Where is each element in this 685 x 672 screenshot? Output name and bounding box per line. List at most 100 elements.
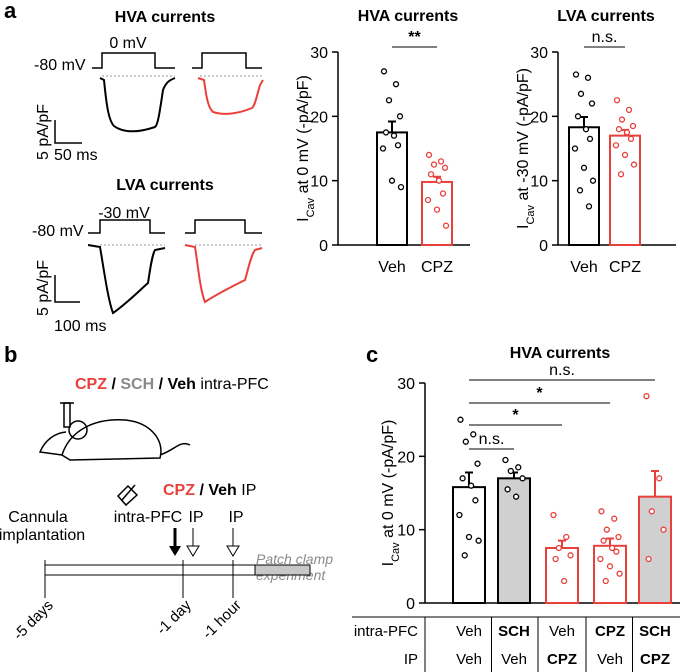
y-label-sub: Cav bbox=[305, 197, 317, 217]
chart-title: HVA currents bbox=[358, 8, 459, 25]
drug: CPZ bbox=[75, 376, 107, 393]
data-point bbox=[631, 123, 636, 128]
bar bbox=[422, 182, 452, 245]
trace-title: HVA currents bbox=[115, 9, 216, 26]
data-point bbox=[439, 159, 444, 164]
data-point bbox=[617, 127, 622, 132]
table-cell: Veh bbox=[501, 651, 527, 668]
error-bar bbox=[580, 117, 588, 127]
data-point bbox=[476, 538, 481, 543]
scale-label: 100 ms bbox=[54, 318, 106, 335]
data-point bbox=[462, 553, 467, 558]
trace-title: LVA currents bbox=[116, 177, 214, 194]
data-point bbox=[590, 101, 595, 106]
table-cell: SCH bbox=[639, 623, 671, 640]
drug: CPZ bbox=[163, 482, 195, 499]
data-point bbox=[579, 91, 584, 96]
table-cell: Veh bbox=[456, 623, 482, 640]
y-tick-label: 30 bbox=[397, 376, 415, 393]
y-label-part: at -30 mV (-pA/pF) bbox=[515, 68, 532, 205]
y-label-part: at 0 mV (-pA/pF) bbox=[380, 420, 397, 543]
data-point bbox=[591, 178, 596, 183]
timeline-label: IP bbox=[228, 509, 243, 526]
scale-bar bbox=[55, 275, 80, 302]
data-point bbox=[599, 509, 604, 514]
timeline-label: implantation bbox=[0, 527, 85, 544]
table-cell: CPZ bbox=[595, 623, 625, 640]
data-point bbox=[463, 439, 468, 444]
current-trace bbox=[198, 78, 263, 114]
bar bbox=[453, 487, 485, 603]
y-tick-label: 30 bbox=[530, 45, 548, 62]
data-point bbox=[598, 557, 603, 562]
table-cell: CPZ bbox=[547, 651, 577, 668]
data-point bbox=[632, 162, 637, 167]
data-point bbox=[612, 516, 617, 521]
data-point bbox=[471, 432, 476, 437]
significance-label: * bbox=[512, 407, 519, 424]
data-point bbox=[578, 188, 583, 193]
y-tick-label: 0 bbox=[539, 238, 548, 255]
bar bbox=[569, 127, 599, 245]
error-bar bbox=[388, 121, 396, 132]
x-tick-label: CPZ bbox=[609, 259, 641, 276]
data-point bbox=[601, 538, 606, 543]
timeline-time: -1 hour bbox=[199, 597, 245, 643]
chart-title: HVA currents bbox=[510, 345, 611, 362]
table-cell: Veh bbox=[597, 651, 623, 668]
data-point bbox=[588, 136, 593, 141]
significance-label: ** bbox=[408, 29, 421, 46]
data-point bbox=[460, 476, 465, 481]
data-point bbox=[603, 579, 608, 584]
data-point bbox=[573, 146, 578, 151]
significance-label: n.s. bbox=[479, 431, 505, 448]
data-point bbox=[625, 130, 630, 135]
timeline-time: -5 days bbox=[10, 597, 57, 644]
data-point bbox=[627, 107, 632, 112]
data-point bbox=[576, 114, 581, 119]
sep: / bbox=[154, 376, 167, 393]
scale-label: 5 pA/pF bbox=[35, 104, 52, 160]
data-point bbox=[584, 127, 589, 132]
y-tick-label: 0 bbox=[406, 596, 415, 613]
data-point bbox=[390, 178, 395, 183]
data-point bbox=[381, 146, 386, 151]
significance-label: n.s. bbox=[549, 362, 575, 379]
data-point bbox=[503, 458, 508, 463]
data-point bbox=[427, 152, 432, 157]
data-point bbox=[426, 197, 431, 202]
voltage-step bbox=[92, 53, 262, 68]
timeline-label: IP bbox=[188, 509, 203, 526]
y-label-part: at 0 mV (-pA/pF) bbox=[295, 75, 312, 198]
data-point bbox=[467, 535, 472, 540]
data-point bbox=[384, 130, 389, 135]
data-point bbox=[392, 133, 397, 138]
data-point bbox=[398, 114, 403, 119]
data-point bbox=[475, 461, 480, 466]
panel-label: b bbox=[4, 342, 17, 367]
data-point bbox=[387, 98, 392, 103]
data-point bbox=[382, 69, 387, 74]
timeline-label: Cannula bbox=[8, 509, 68, 526]
data-point bbox=[564, 535, 569, 540]
panel-label: c bbox=[366, 342, 378, 367]
scale-bar bbox=[55, 120, 82, 143]
data-point bbox=[614, 549, 619, 554]
data-point bbox=[644, 394, 649, 399]
significance-label: * bbox=[536, 385, 543, 402]
data-point bbox=[661, 527, 666, 532]
y-tick-label: 20 bbox=[310, 109, 328, 126]
x-tick-label: Veh bbox=[570, 259, 598, 276]
hold-label: -80 mV bbox=[34, 57, 86, 74]
data-point bbox=[553, 557, 558, 562]
data-point bbox=[657, 476, 662, 481]
data-point bbox=[443, 165, 448, 170]
y-tick-label: 20 bbox=[397, 449, 415, 466]
data-point bbox=[473, 498, 478, 503]
data-point bbox=[551, 513, 556, 518]
drug: SCH bbox=[120, 376, 154, 393]
data-point bbox=[568, 553, 573, 558]
y-axis-label: ICav at 0 mV (-pA/pF) bbox=[380, 420, 402, 567]
current-trace bbox=[100, 78, 175, 131]
data-point bbox=[574, 72, 579, 77]
